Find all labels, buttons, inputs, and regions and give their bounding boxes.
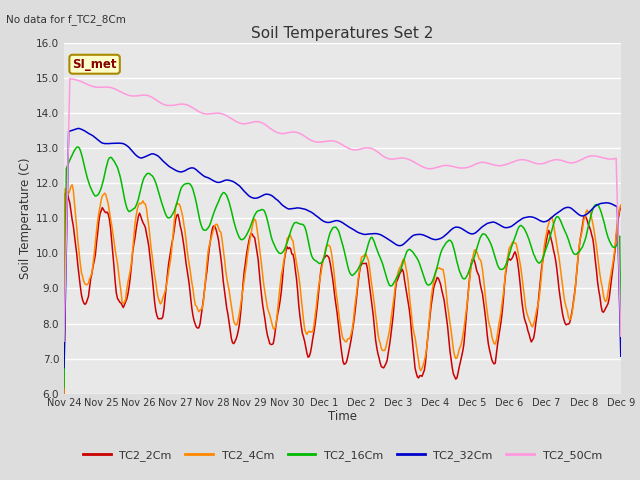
- Title: Soil Temperatures Set 2: Soil Temperatures Set 2: [252, 25, 433, 41]
- Text: No data for f_TC2_8Cm: No data for f_TC2_8Cm: [6, 14, 126, 25]
- X-axis label: Time: Time: [328, 410, 357, 423]
- Text: SI_met: SI_met: [72, 58, 117, 71]
- Y-axis label: Soil Temperature (C): Soil Temperature (C): [19, 157, 32, 279]
- Legend: TC2_2Cm, TC2_4Cm, TC2_16Cm, TC2_32Cm, TC2_50Cm: TC2_2Cm, TC2_4Cm, TC2_16Cm, TC2_32Cm, TC…: [78, 445, 607, 465]
